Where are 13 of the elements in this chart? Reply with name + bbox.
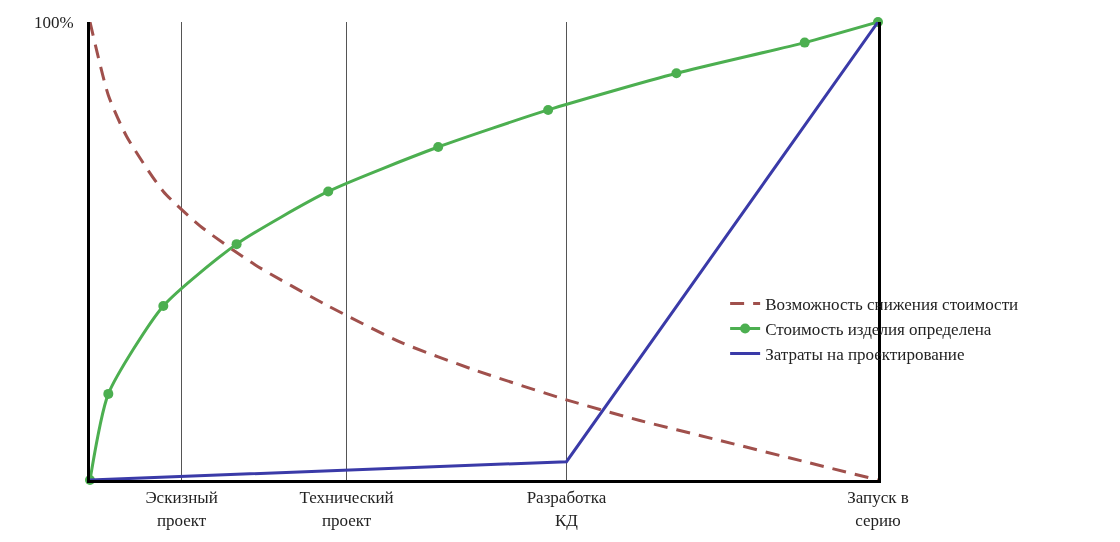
point: [671, 68, 682, 79]
point: [323, 186, 334, 197]
x-tick-label: Технический проект: [299, 488, 394, 530]
x-tick-label: Запуск в серию: [847, 488, 909, 530]
point: [158, 300, 169, 311]
point: [543, 104, 554, 115]
point: [433, 142, 444, 153]
point: [799, 37, 810, 48]
point: [231, 239, 242, 250]
x-tick-label: Разработка КД: [526, 488, 607, 530]
point: [103, 388, 114, 399]
text: 100%: [34, 13, 74, 32]
x-tick-label: Эскизный проект: [145, 488, 218, 530]
